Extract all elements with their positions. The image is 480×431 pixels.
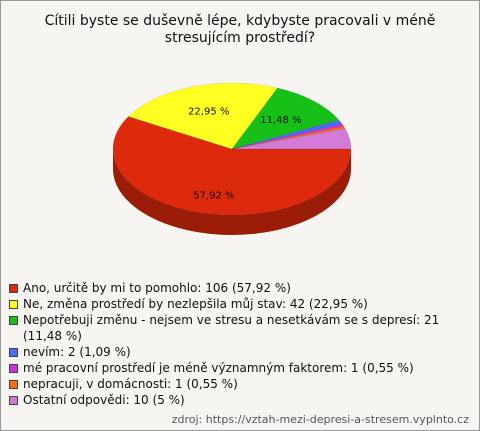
legend-item: mé pracovní prostředí je méně významným … [9, 360, 469, 376]
pie-slice [231, 126, 346, 150]
legend-label: Ne, změna prostředí by nezlepšila můj st… [23, 297, 368, 311]
data-label: 57,92 % [193, 190, 234, 201]
legend: Ano, určitě by mi to pomohlo: 106 (57,92… [9, 280, 469, 408]
pie-slice [112, 116, 352, 216]
pie-side [113, 149, 351, 235]
legend-label: mé pracovní prostředí je méně významným … [23, 361, 414, 375]
data-label: 22,95 % [188, 107, 229, 118]
legend-swatch [9, 364, 18, 373]
legend-item: nepracuji, v domácnosti: 1 (0,55 %) [9, 376, 469, 392]
legend-swatch [9, 348, 18, 357]
pie-slice [231, 123, 345, 150]
legend-label: nepracuji, v domácnosti: 1 (0,55 %) [23, 377, 238, 391]
data-label: 11,48 % [260, 115, 301, 126]
legend-label: Ostatní odpovědi: 10 (5 %) [23, 393, 185, 407]
pie-slice [231, 119, 343, 150]
legend-item: nevím: 2 (1,09 %) [9, 344, 469, 360]
legend-swatch [9, 380, 18, 389]
pie-slice [231, 87, 340, 150]
pie-slice [231, 128, 352, 150]
legend-item: Ostatní odpovědi: 10 (5 %) [9, 392, 469, 408]
legend-swatch [9, 300, 18, 309]
legend-label: Ano, určitě by mi to pomohlo: 106 (57,92… [23, 281, 291, 295]
source: zdroj: https://vztah-mezi-depresi-a-stre… [171, 413, 469, 426]
legend-swatch [9, 396, 18, 405]
pie-area: 57,92 % 22,95 % 11,48 % [112, 82, 352, 235]
legend-item: Nepotřebuji změnu - nejsem ve stresu a n… [9, 312, 469, 344]
legend-label: nevím: 2 (1,09 %) [23, 345, 131, 359]
pie-slice [127, 82, 278, 150]
chart-title: Cítili byste se duševně lépe, kdybyste p… [44, 13, 436, 46]
legend-label: Nepotřebuji změnu - nejsem ve stresu a n… [23, 313, 440, 343]
legend-swatch [9, 316, 18, 325]
legend-item: Ano, určitě by mi to pomohlo: 106 (57,92… [9, 280, 469, 296]
legend-item: Ne, změna prostředí by nezlepšila můj st… [9, 296, 469, 312]
legend-swatch [9, 284, 18, 293]
